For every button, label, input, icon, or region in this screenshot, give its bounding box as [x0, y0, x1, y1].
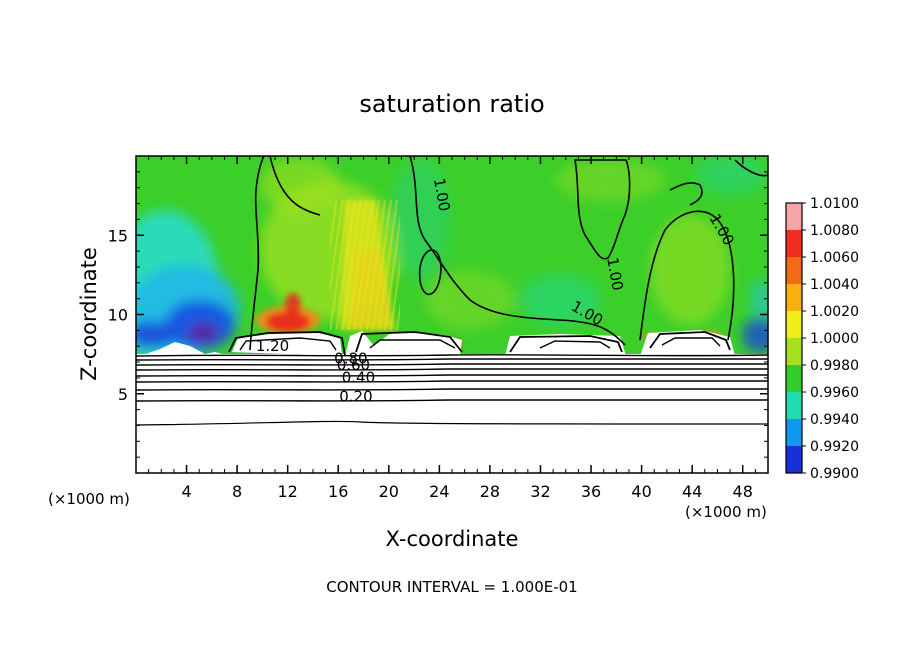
contour-interval-note: CONTOUR INTERVAL = 1.000E-01 — [326, 578, 577, 596]
x-unit-right: (×1000 m) — [685, 503, 767, 521]
x-tick-label: 40 — [631, 482, 651, 501]
x-axis-ticks: 4 8 12 16 20 24 28 32 36 40 44 48 — [148, 156, 756, 501]
x-tick-label: 36 — [581, 482, 601, 501]
x-tick-label: 8 — [232, 482, 242, 501]
colorbar-segment — [786, 419, 802, 447]
colorbar-segment — [786, 311, 802, 339]
contour-lines — [136, 156, 768, 426]
colorbar-label: 1.0020 — [810, 304, 859, 320]
colorbar-label: 0.9920 — [810, 439, 859, 455]
colorbar-label: 1.0000 — [810, 331, 859, 347]
x-tick-label: 12 — [278, 482, 298, 501]
colorbar: 1.0100 1.0080 1.0060 1.0040 1.0020 1.0000 0.99… — [785, 196, 859, 482]
colorbar-segment — [786, 257, 802, 285]
chart-title: saturation ratio — [359, 90, 544, 118]
colorbar-segment — [786, 230, 802, 258]
x-unit-left: (×1000 m) — [48, 490, 130, 508]
contour-label: 0.40 — [342, 369, 375, 387]
x-tick-label: 4 — [181, 482, 191, 501]
contour-labels: 1.001.001.001.001.200.800.600.400.20 — [256, 177, 738, 406]
colorbar-segment — [786, 446, 802, 474]
x-tick-label: 20 — [379, 482, 399, 501]
colorbar-label: 1.0100 — [810, 196, 859, 212]
contour-label: 1.00 — [603, 256, 627, 292]
contour-label: 0.80 — [334, 350, 367, 368]
colorbar-segment — [786, 203, 802, 231]
x-tick-label: 28 — [480, 482, 500, 501]
x-tick-label: 16 — [328, 482, 348, 501]
contour-label: 0.60 — [337, 356, 370, 374]
colorbar-label: 0.9980 — [810, 358, 859, 374]
heatmap-field — [136, 156, 768, 473]
colorbar-segment — [786, 338, 802, 366]
contour-label: 1.20 — [256, 337, 289, 355]
x-tick-label: 48 — [733, 482, 753, 501]
colorbar-segment — [786, 365, 802, 393]
y-axis-ticks: 5 10 15 — [108, 171, 768, 458]
x-tick-label: 44 — [682, 482, 702, 501]
y-tick-label: 15 — [108, 226, 128, 245]
colorbar-segment — [786, 284, 802, 312]
x-axis-label: X-coordinate — [386, 527, 519, 551]
y-tick-label: 10 — [108, 306, 128, 325]
y-axis-label: Z-coordinate — [77, 247, 101, 381]
x-tick-label: 32 — [530, 482, 550, 501]
colorbar-segment — [786, 392, 802, 420]
y-tick-label: 5 — [118, 385, 128, 404]
colorbar-label: 1.0060 — [810, 250, 859, 266]
colorbar-label: 0.9940 — [810, 412, 859, 428]
contour-label: 0.20 — [339, 388, 372, 406]
colorbar-label: 1.0080 — [810, 223, 859, 239]
colorbar-label: 0.9960 — [810, 385, 859, 401]
colorbar-label: 1.0040 — [810, 277, 859, 293]
x-tick-label: 24 — [429, 482, 449, 501]
colorbar-label: 0.9900 — [810, 466, 859, 482]
contour-label: 1.00 — [430, 177, 454, 213]
